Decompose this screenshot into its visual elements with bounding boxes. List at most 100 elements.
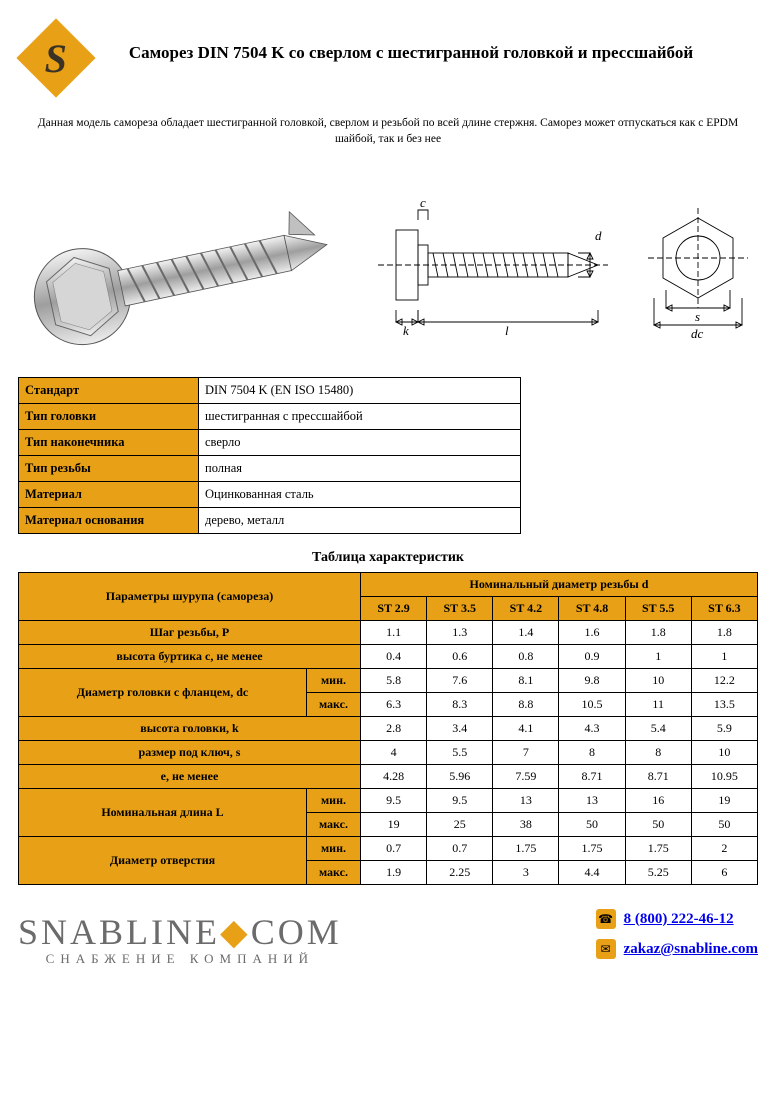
param-value: 4.3	[559, 717, 625, 741]
param-value: 4.4	[559, 861, 625, 885]
max-label: макс.	[307, 693, 361, 717]
param-label: высота головки, k	[19, 717, 361, 741]
phone-link[interactable]: 8 (800) 222-46-12	[624, 911, 734, 928]
spec-label: Материал основания	[19, 508, 199, 534]
brand-tagline: СНАБЖЕНИЕ КОМПАНИЙ	[18, 951, 342, 967]
param-value: 13	[493, 789, 559, 813]
spec-label: Тип головки	[19, 404, 199, 430]
spec-table: СтандартDIN 7504 K (EN ISO 15480)Тип гол…	[18, 377, 521, 534]
description-text: Данная модель самореза обладает шестигра…	[18, 116, 758, 147]
param-value: 8	[559, 741, 625, 765]
param-value: 10	[691, 741, 757, 765]
param-label: e, не менее	[19, 765, 361, 789]
brand-block: SNABLINE◆COM СНАБЖЕНИЕ КОМПАНИЙ	[18, 911, 342, 967]
param-value: 8.1	[493, 669, 559, 693]
param-value: 5.96	[427, 765, 493, 789]
param-value: 1.9	[361, 861, 427, 885]
param-value: 1.8	[625, 621, 691, 645]
col-header: ST 2.9	[361, 597, 427, 621]
param-value: 19	[361, 813, 427, 837]
spec-label: Материал	[19, 482, 199, 508]
header-row: S Саморез DIN 7504 K со сверлом с шестиг…	[18, 20, 758, 86]
param-label: Номинальная длина L	[19, 789, 307, 837]
param-value: 0.8	[493, 645, 559, 669]
param-value: 6	[691, 861, 757, 885]
brand-left: SNABLINE	[18, 912, 220, 952]
param-value: 0.7	[427, 837, 493, 861]
param-value: 1.6	[559, 621, 625, 645]
diameter-header: Номинальный диаметр резьбы d	[361, 573, 758, 597]
param-value: 4	[361, 741, 427, 765]
param-value: 5.9	[691, 717, 757, 741]
contact-block: ☎ 8 (800) 222-46-12 ✉ zakaz@snabline.com	[596, 909, 758, 969]
param-value: 8.8	[493, 693, 559, 717]
diagram-label-l: l	[505, 323, 509, 338]
param-value: 9.5	[361, 789, 427, 813]
max-label: макс.	[307, 813, 361, 837]
col-header: ST 5.5	[625, 597, 691, 621]
technical-diagram: c k l d s dc	[358, 190, 758, 340]
param-header: Параметры шурупа (самореза)	[19, 573, 361, 621]
footer: SNABLINE◆COM СНАБЖЕНИЕ КОМПАНИЙ ☎ 8 (800…	[18, 909, 758, 969]
page-title: Саморез DIN 7504 K со сверлом с шестигра…	[104, 43, 758, 63]
param-value: 1	[691, 645, 757, 669]
spec-value: шестигранная с прессшайбой	[199, 404, 521, 430]
param-value: 1	[625, 645, 691, 669]
min-label: мин.	[307, 837, 361, 861]
param-value: 2	[691, 837, 757, 861]
param-value: 7	[493, 741, 559, 765]
param-value: 3	[493, 861, 559, 885]
spec-label: Тип резьбы	[19, 456, 199, 482]
param-value: 5.25	[625, 861, 691, 885]
characteristics-table: Параметры шурупа (самореза)Номинальный д…	[18, 572, 758, 885]
param-value: 10.95	[691, 765, 757, 789]
logo-letter: S	[45, 35, 67, 82]
param-value: 0.9	[559, 645, 625, 669]
phone-icon: ☎	[596, 909, 616, 929]
param-value: 2.25	[427, 861, 493, 885]
param-value: 19	[691, 789, 757, 813]
param-value: 4.28	[361, 765, 427, 789]
param-value: 12.2	[691, 669, 757, 693]
brand-dot-icon: ◆	[220, 912, 251, 952]
param-value: 10.5	[559, 693, 625, 717]
col-header: ST 6.3	[691, 597, 757, 621]
param-value: 16	[625, 789, 691, 813]
spec-value: дерево, металл	[199, 508, 521, 534]
param-value: 7.6	[427, 669, 493, 693]
param-value: 0.7	[361, 837, 427, 861]
min-label: мин.	[307, 669, 361, 693]
param-value: 8.3	[427, 693, 493, 717]
diagram-label-c: c	[420, 195, 426, 210]
param-value: 5.5	[427, 741, 493, 765]
spec-value: полная	[199, 456, 521, 482]
param-value: 8.71	[559, 765, 625, 789]
logo-icon: S	[16, 18, 95, 97]
param-value: 6.3	[361, 693, 427, 717]
param-value: 38	[493, 813, 559, 837]
images-row: c k l d s dc	[18, 165, 758, 365]
col-header: ST 4.2	[493, 597, 559, 621]
diagram-label-dc: dc	[691, 326, 704, 340]
param-value: 1.3	[427, 621, 493, 645]
product-image	[18, 165, 348, 365]
max-label: макс.	[307, 861, 361, 885]
param-value: 50	[691, 813, 757, 837]
param-value: 1.75	[559, 837, 625, 861]
param-label: Диаметр отверстия	[19, 837, 307, 885]
param-value: 1.8	[691, 621, 757, 645]
param-value: 1.75	[493, 837, 559, 861]
param-value: 5.4	[625, 717, 691, 741]
diagram-label-d: d	[595, 228, 602, 243]
spec-value: Оцинкованная сталь	[199, 482, 521, 508]
brand-right: COM	[251, 912, 342, 952]
param-value: 8.71	[625, 765, 691, 789]
email-link[interactable]: zakaz@snabline.com	[624, 941, 758, 958]
param-label: Диаметр головки с фланцем, dc	[19, 669, 307, 717]
param-value: 2.8	[361, 717, 427, 741]
email-icon: ✉	[596, 939, 616, 959]
param-value: 25	[427, 813, 493, 837]
param-value: 5.8	[361, 669, 427, 693]
char-table-title: Таблица характеристик	[18, 550, 758, 566]
spec-value: DIN 7504 K (EN ISO 15480)	[199, 378, 521, 404]
